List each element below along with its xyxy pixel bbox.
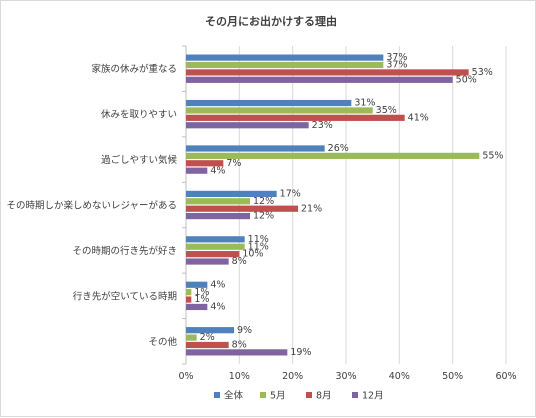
legend-label: 8月 bbox=[316, 391, 332, 402]
bar bbox=[186, 114, 405, 121]
bar bbox=[186, 289, 192, 296]
bar bbox=[186, 122, 309, 129]
data-labels: 37%37%53%50%31%35%41%23%26%55%7%4%17%12%… bbox=[194, 52, 503, 358]
bar bbox=[186, 349, 288, 356]
category-label: 家族の休みが重なる bbox=[91, 63, 177, 75]
bar bbox=[186, 198, 250, 205]
data-label: 8% bbox=[232, 340, 247, 351]
bar bbox=[186, 205, 298, 212]
category-label: その時期しか楽しめないレジャーがある bbox=[6, 200, 177, 212]
category-label: その時期の行き先が好き bbox=[72, 245, 177, 257]
data-label: 8% bbox=[232, 256, 247, 267]
bar bbox=[186, 296, 192, 303]
data-label: 55% bbox=[482, 150, 503, 161]
data-label: 4% bbox=[210, 279, 225, 290]
bar bbox=[186, 152, 480, 159]
category-labels: 家族の休みが重なる休みを取りやすい過ごしやすい気候その時期しか楽しめないレジャー… bbox=[6, 63, 177, 348]
x-tick-label: 0% bbox=[178, 371, 193, 382]
data-label: 53% bbox=[472, 67, 493, 78]
data-label: 4% bbox=[210, 165, 225, 176]
bar bbox=[186, 251, 240, 258]
data-label: 26% bbox=[328, 143, 349, 154]
data-label: 11% bbox=[248, 234, 269, 245]
bar bbox=[186, 213, 250, 220]
data-label: 23% bbox=[312, 120, 333, 131]
bar bbox=[186, 190, 277, 197]
legend-swatch bbox=[260, 392, 266, 398]
bar bbox=[186, 99, 352, 107]
data-label: 37% bbox=[386, 60, 407, 71]
data-label: 37% bbox=[386, 52, 407, 63]
legend-label: 全体 bbox=[224, 390, 244, 402]
x-tick-label: 30% bbox=[335, 371, 356, 382]
gridlines bbox=[182, 45, 507, 365]
x-tick-label: 60% bbox=[495, 371, 516, 382]
x-axis-ticks: 0% 10% 20% 30% 40% 50% 60% bbox=[178, 371, 516, 382]
legend-swatch bbox=[306, 392, 312, 398]
data-label: 12% bbox=[253, 211, 274, 222]
bar bbox=[186, 145, 325, 152]
data-label: 1% bbox=[194, 287, 209, 298]
bar bbox=[186, 69, 469, 76]
bar bbox=[186, 54, 384, 61]
data-label: 10% bbox=[242, 249, 263, 260]
data-label: 1% bbox=[194, 294, 209, 305]
data-label: 11% bbox=[248, 241, 269, 252]
chart-title: その月にお出かけする理由 bbox=[205, 14, 337, 28]
category-label: 過ごしやすい気候 bbox=[101, 154, 177, 166]
bar bbox=[186, 167, 208, 174]
bar bbox=[186, 160, 224, 167]
x-tick-label: 50% bbox=[442, 371, 463, 382]
data-label: 41% bbox=[408, 112, 429, 123]
x-tick-label: 40% bbox=[389, 371, 410, 382]
data-label: 7% bbox=[226, 158, 241, 169]
data-label: 12% bbox=[253, 196, 274, 207]
data-label: 4% bbox=[210, 302, 225, 313]
bar bbox=[186, 258, 229, 265]
bar bbox=[186, 236, 245, 243]
data-label: 35% bbox=[376, 105, 397, 116]
bar bbox=[186, 76, 453, 83]
x-tick-label: 10% bbox=[229, 371, 250, 382]
bar bbox=[186, 334, 197, 341]
bar bbox=[186, 281, 208, 288]
category-label: その他 bbox=[148, 336, 177, 348]
legend-label: 12月 bbox=[362, 391, 384, 402]
bar bbox=[186, 327, 234, 334]
x-tick-label: 20% bbox=[282, 371, 303, 382]
bar bbox=[186, 303, 208, 311]
data-label: 19% bbox=[290, 347, 311, 358]
bar bbox=[186, 243, 245, 250]
data-label: 9% bbox=[237, 325, 252, 336]
category-label: 行き先が空いている時期 bbox=[73, 290, 177, 302]
data-label: 21% bbox=[301, 203, 322, 214]
legend: 全体 5月 8月 12月 bbox=[214, 390, 384, 402]
data-label: 50% bbox=[456, 74, 477, 85]
data-label: 2% bbox=[200, 332, 215, 343]
legend-label: 5月 bbox=[270, 391, 286, 402]
legend-swatch bbox=[214, 392, 220, 398]
data-label: 31% bbox=[354, 98, 375, 109]
bar bbox=[186, 61, 384, 69]
bar bbox=[186, 107, 373, 114]
data-label: 17% bbox=[280, 189, 301, 200]
category-label: 休みを取りやすい bbox=[101, 109, 177, 121]
bars bbox=[186, 54, 480, 356]
bar bbox=[186, 341, 229, 349]
legend-swatch bbox=[352, 392, 358, 398]
